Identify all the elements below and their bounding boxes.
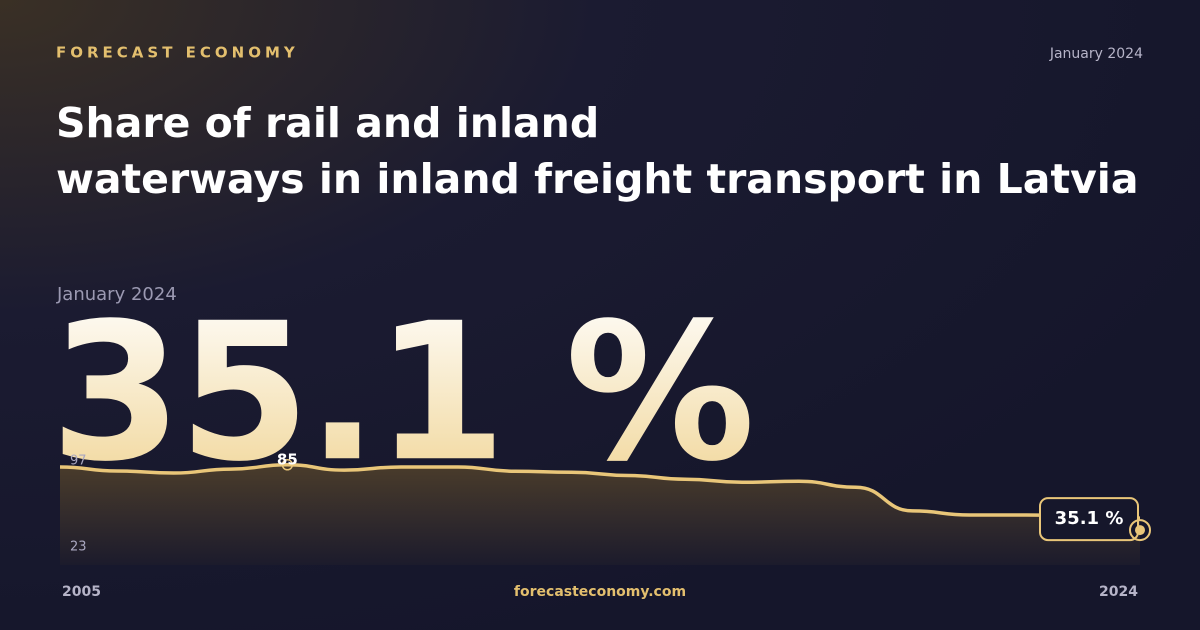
y-tick-label: 97	[70, 454, 87, 469]
chart-title: Share of rail and inland waterways in inl…	[56, 99, 1139, 203]
end-label: 35.1 %	[1055, 508, 1124, 529]
max-label: 85	[277, 450, 298, 468]
line	[59, 463, 1141, 520]
end-marker	[1135, 525, 1145, 536]
x-tick-label: 2024	[1099, 584, 1138, 600]
max-marker	[281, 459, 294, 471]
headline-date: January 2024	[56, 284, 177, 305]
end-ring	[1129, 519, 1151, 542]
y-tick-label: 23	[70, 540, 87, 555]
end-badge	[1039, 497, 1139, 542]
x-tick-label: 2005	[62, 584, 101, 600]
brand: FORECAST ECONOMY	[56, 44, 299, 62]
date: January 2024	[1049, 46, 1143, 62]
footer: forecasteconomy.com	[514, 584, 686, 600]
